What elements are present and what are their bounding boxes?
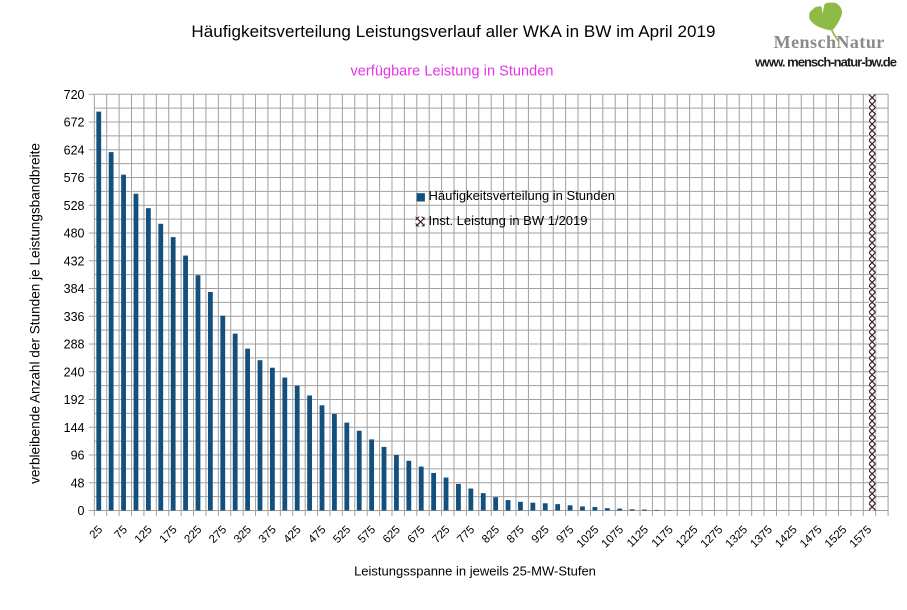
svg-text:480: 480 xyxy=(64,227,85,241)
svg-text:288: 288 xyxy=(64,338,85,352)
svg-text:240: 240 xyxy=(64,365,85,379)
svg-text:432: 432 xyxy=(64,254,85,268)
svg-text:48: 48 xyxy=(71,476,85,490)
svg-text:528: 528 xyxy=(64,199,85,213)
svg-text:192: 192 xyxy=(64,393,85,407)
svg-text:MenschNatur: MenschNatur xyxy=(774,32,885,52)
svg-text:Häufigkeitsverteilung in Stund: Häufigkeitsverteilung in Stunden xyxy=(429,188,615,203)
svg-text:672: 672 xyxy=(64,116,85,130)
svg-text:Inst. Leistung in BW 1/2019: Inst. Leistung in BW 1/2019 xyxy=(429,213,588,228)
svg-text:www. mensch-natur-bw.de: www. mensch-natur-bw.de xyxy=(754,54,897,69)
svg-text:Leistungsspanne in jeweils 25-: Leistungsspanne in jeweils 25-MW-Stufen xyxy=(354,564,596,579)
svg-text:144: 144 xyxy=(64,421,85,435)
svg-text:0: 0 xyxy=(78,504,85,518)
svg-text:384: 384 xyxy=(64,282,85,296)
svg-text:576: 576 xyxy=(64,171,85,185)
svg-text:336: 336 xyxy=(64,310,85,324)
svg-text:624: 624 xyxy=(64,143,85,157)
svg-text:96: 96 xyxy=(71,449,85,463)
svg-text:verbleibende Anzahl der Stunde: verbleibende Anzahl der Stunden je Leist… xyxy=(28,143,43,484)
svg-text:720: 720 xyxy=(64,88,85,102)
svg-text:verfügbare Leistung in Stunden: verfügbare Leistung in Stunden xyxy=(350,64,553,80)
svg-text:Häufigkeitsverteilung Leistung: Häufigkeitsverteilung Leistungsverlauf a… xyxy=(191,22,715,41)
